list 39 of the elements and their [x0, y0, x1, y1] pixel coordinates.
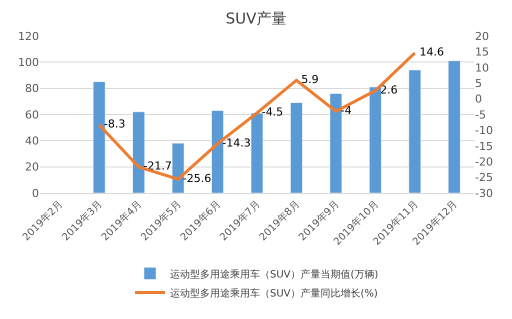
y2-tick-label: -15: [475, 140, 493, 153]
bar: [369, 86, 382, 193]
y-tick-label: 80: [25, 82, 39, 96]
y2-tick-label: -25: [475, 171, 493, 184]
y2-tick-label: -30: [475, 186, 493, 200]
y-tick-label: 0: [32, 186, 39, 200]
data-label: 5.9: [301, 73, 319, 86]
bar: [290, 102, 303, 193]
bar: [211, 110, 224, 193]
data-label: 2.6: [380, 83, 398, 96]
y-tick-label: 120: [18, 30, 39, 43]
line-series: [98, 51, 416, 181]
y2-tick-label: 5: [475, 76, 482, 90]
bar: [93, 82, 106, 193]
data-label: -25.6: [182, 172, 212, 185]
data-label: -4.5: [262, 106, 284, 119]
y2-tick-label: 0: [475, 92, 482, 106]
y2-tick-label: 10: [475, 61, 489, 74]
data-label: -21.7: [143, 160, 172, 173]
legend-label: 运动型多用途乘用车（SUV）产量当期值(万辆): [170, 268, 378, 280]
bar: [250, 112, 264, 193]
y-tick-label: 60: [25, 108, 39, 122]
bar: [132, 112, 145, 193]
y-tick-label: 40: [25, 134, 39, 148]
y-tick-label: 20: [25, 160, 39, 174]
y2-tick-label: -5: [475, 108, 486, 122]
data-label: 14.6: [420, 46, 444, 59]
y2-tick-label: 15: [475, 46, 489, 59]
y-tick-label: 100: [18, 56, 39, 70]
y2-tick-label: -10: [475, 124, 493, 138]
bar: [172, 143, 184, 193]
y2-tick-label: 20: [475, 30, 489, 43]
bar: [448, 60, 460, 193]
legend-label: 运动型多用途乘用车（SUV）产量同比增长(%): [170, 287, 378, 300]
data-label: -8.3: [104, 118, 126, 131]
bar: [330, 93, 342, 193]
chart-title: SUV产量: [226, 9, 286, 28]
bar: [408, 70, 421, 193]
y2-tick-label: -20: [475, 155, 493, 168]
